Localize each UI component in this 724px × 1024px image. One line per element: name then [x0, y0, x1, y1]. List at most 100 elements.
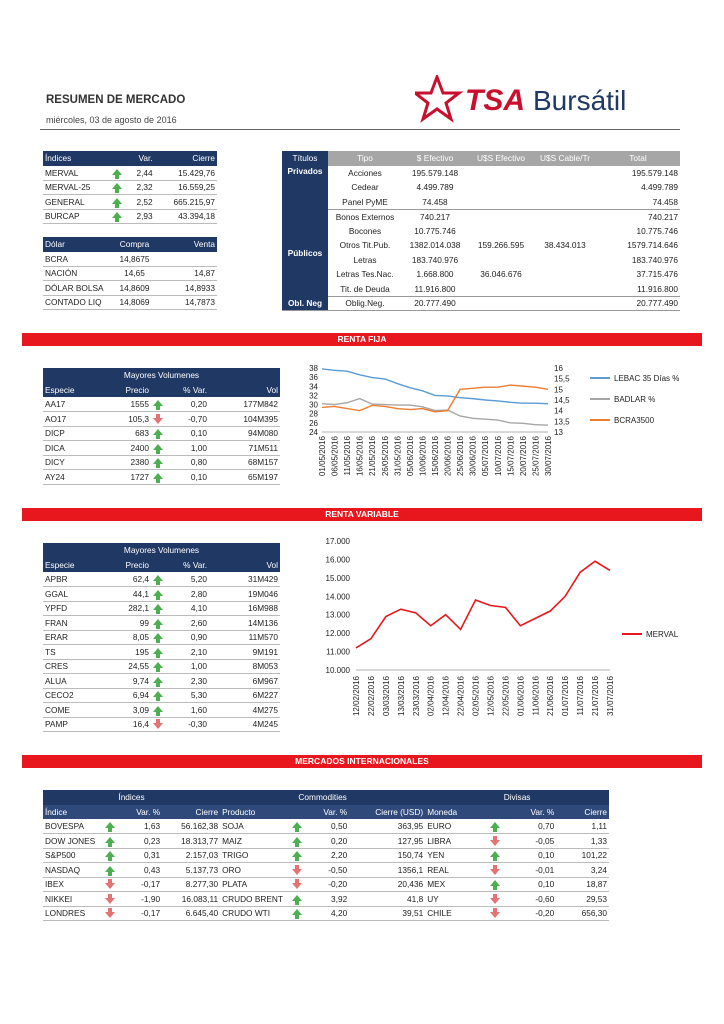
table-row: CECO2 6,94 5,30 6M227 [43, 688, 280, 703]
efectivo-cell: 1382.014.038 [409, 240, 461, 251]
total-cell: 20.777.490 [596, 296, 680, 311]
trend-cell [107, 165, 127, 181]
index-close: 16.083,11 [162, 891, 221, 907]
var-cell: 0,20 [165, 397, 209, 412]
especie-cell: DICY [43, 455, 95, 470]
trend-cell [475, 877, 516, 892]
usd-cell [468, 166, 534, 181]
arrow-up-icon [153, 443, 163, 454]
trend-cell [107, 209, 127, 224]
product-name: SOJA [220, 819, 287, 834]
cable-cell [534, 180, 596, 195]
x-tick: 23/03/2016 [412, 675, 421, 716]
precio-cell: 9,74 [95, 673, 151, 689]
var-cell: 0,80 [165, 455, 209, 470]
arrow-down-icon [105, 893, 115, 904]
arrow-up-icon [153, 676, 163, 687]
trend-cell [151, 673, 165, 689]
y-tick: 10.000 [326, 666, 351, 675]
tipo-cell: Acciones [348, 167, 382, 178]
arrow-down-icon [153, 719, 163, 730]
product-var: -0,20 [308, 877, 350, 892]
product-var: 4,20 [308, 906, 350, 921]
trend-cell [151, 469, 165, 485]
table-row: Otros Tit.Pub. 1382.014.038 159.266.595 38.… [282, 238, 680, 253]
especie-cell: CECO2 [43, 688, 95, 703]
usd-cell [468, 296, 534, 311]
table-row: Cedear 4.499.789 4.499.789 [282, 180, 680, 195]
index-name: MERVAL [43, 165, 107, 181]
table-row: AO17 105,3 -0,70 104M395 [43, 411, 280, 427]
especie-cell: GGAL [43, 586, 95, 602]
cable-cell [534, 267, 596, 282]
total-cell: 37.715.476 [636, 269, 678, 280]
usd-cell [468, 281, 534, 297]
x-tick: 15/07/2016 [506, 435, 515, 476]
arrow-up-icon [153, 633, 163, 644]
usd-cell: 159.266.595 [477, 240, 525, 251]
total-cell: 11.916.800 [596, 281, 680, 297]
arrow-down-icon [490, 864, 501, 875]
series-line [321, 368, 549, 405]
index-var: 2,32 [127, 180, 155, 195]
rv-volumes-table: Mayores Volumenes Especie Precio % Var. … [43, 543, 280, 732]
total-cell: 195.579.148 [631, 167, 678, 178]
tipo-cell: Cedear [351, 182, 379, 193]
cable-cell: 38.434.013 [544, 240, 586, 251]
precio-header: Precio [125, 559, 149, 570]
vol-cell: 31M429 [209, 572, 280, 587]
y-right-tick: 13,5 [554, 417, 570, 426]
x-tick: 01/06/2016 [516, 675, 525, 716]
usd-cell: 36.046.676 [480, 269, 522, 280]
product-var: 3,92 [308, 891, 350, 907]
header-divider [40, 129, 680, 130]
rf-volumes-title: Mayores Volumenes [123, 370, 200, 381]
y-tick: 11.000 [326, 648, 350, 657]
series-line [321, 397, 549, 426]
table-row: LONDRES -0,17 6.645,40 CRUDO WTI 4,20 39,51 CH… [43, 906, 609, 921]
internacionales-banner: MERCADOS INTERNACIONALES [22, 755, 702, 768]
dolar-sell [162, 251, 217, 267]
trend-cell [151, 702, 165, 718]
mon-var-header: Var. % [530, 806, 555, 817]
logo-tsa-text: TSA [465, 84, 525, 117]
trend-cell [286, 819, 309, 834]
y-right-tick: 15,5 [554, 375, 570, 384]
index-close: 15.429,76 [154, 165, 217, 181]
currency-close: 18,87 [556, 877, 609, 892]
x-tick: 22/04/2016 [457, 675, 466, 716]
vol-cell: 104M395 [209, 411, 280, 427]
x-tick: 31/05/2016 [393, 435, 402, 476]
table-row: Bocones 10.775.746 10.775.746 [282, 224, 680, 239]
precio-cell: 2380 [95, 455, 151, 470]
var-cell: 1,00 [165, 440, 209, 456]
currency-var: -0,60 [515, 891, 557, 907]
arrow-down-icon [490, 908, 501, 919]
efectivo-cell: 740.217 [420, 211, 450, 222]
x-tick: 25/07/2016 [531, 435, 540, 476]
product-name: TRIGO [220, 848, 287, 863]
currency-var: 0,10 [515, 877, 557, 892]
especie-cell: TS [43, 644, 95, 660]
precio-cell: 16,4 [95, 717, 151, 732]
cable-cell [534, 281, 596, 297]
tipo-cell: Letras [353, 254, 377, 265]
x-tick: 06/05/2016 [331, 435, 340, 476]
var-cell: 0,90 [165, 630, 209, 645]
trend-cell [99, 848, 121, 863]
arrow-up-icon [292, 836, 303, 847]
currency-close: 1,11 [556, 819, 609, 834]
cable-cell [534, 253, 596, 268]
trend-cell [151, 630, 165, 645]
product-close: 41,8 [349, 891, 426, 907]
product-var: -0,50 [308, 862, 350, 878]
usd-cell [468, 253, 534, 268]
var-cell: -0,30 [165, 717, 209, 732]
index-close: 18.313,77 [162, 833, 221, 849]
table-row: ALUA 9,74 2,30 6M967 [43, 673, 280, 689]
x-tick: 20/07/2016 [519, 435, 528, 476]
arrow-up-icon [105, 836, 115, 847]
x-tick: 26/05/2016 [381, 435, 390, 476]
sell-header: Venta [193, 239, 215, 250]
